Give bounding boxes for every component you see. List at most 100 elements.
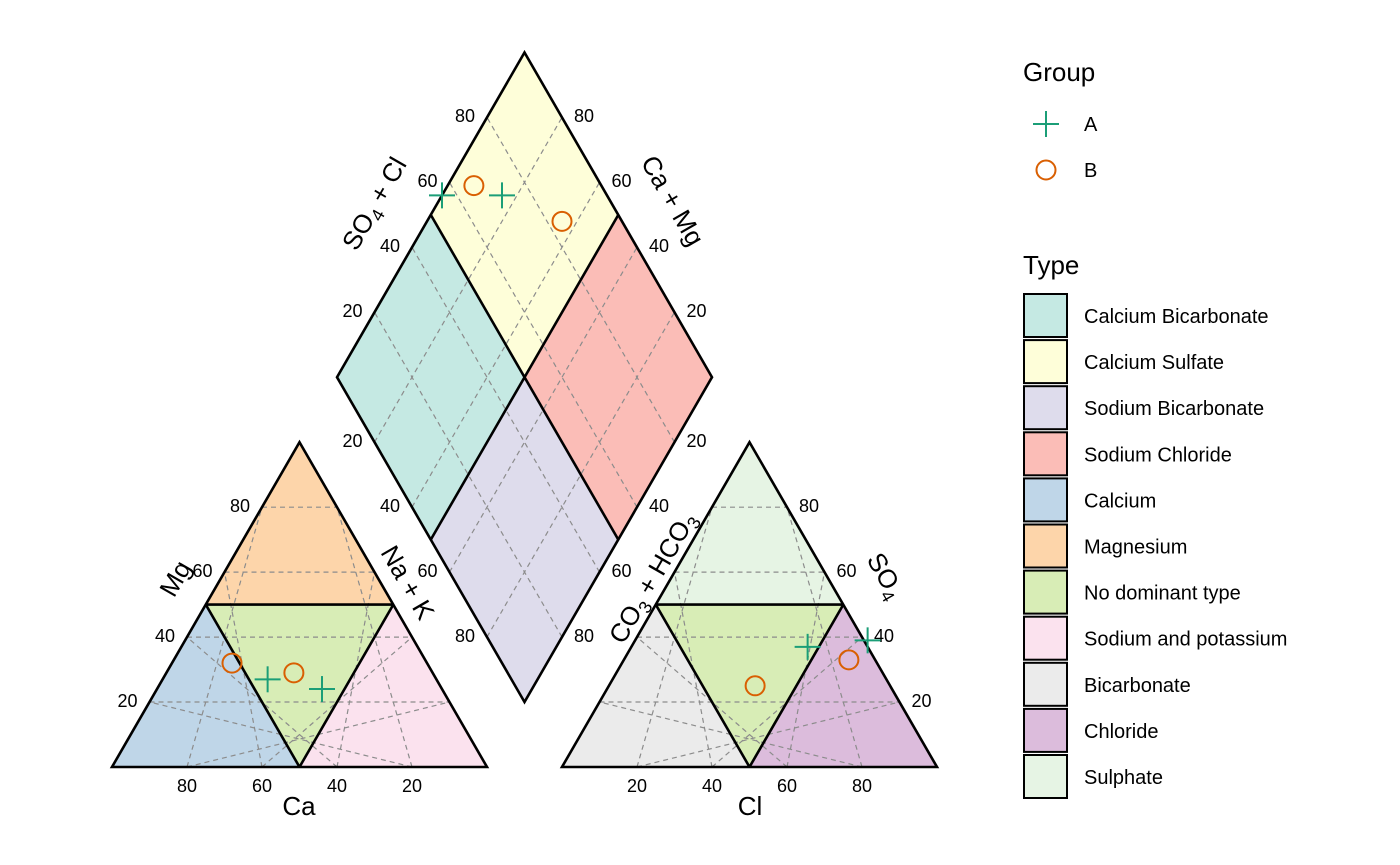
anion-divider-l bbox=[654, 603, 751, 768]
region-magnesium bbox=[205, 442, 394, 605]
tick-diamond-ll-20: 20 bbox=[342, 431, 362, 451]
tick-cl-60: 60 bbox=[777, 776, 797, 796]
legend-type-3: Sodium Chloride bbox=[1023, 431, 1232, 477]
tick-mg-20: 20 bbox=[117, 691, 137, 711]
legend-type-label: Sodium Chloride bbox=[1084, 444, 1232, 466]
tick-ca-20: 20 bbox=[402, 776, 422, 796]
tick-diamond-lr-60: 60 bbox=[611, 561, 631, 581]
point-cation-2 bbox=[221, 652, 243, 674]
cation-left-title: Mg bbox=[153, 555, 197, 601]
legend: Group AB Type Calcium BicarbonateCalcium… bbox=[1023, 57, 1287, 799]
tick-camg-80: 80 bbox=[574, 106, 594, 126]
tick-cl-20: 20 bbox=[627, 776, 647, 796]
legend-type-label: Magnesium bbox=[1084, 537, 1187, 559]
tick-mg-60: 60 bbox=[192, 561, 212, 581]
legend-type-label: Calcium Bicarbonate bbox=[1084, 306, 1269, 328]
cation-divider-l bbox=[204, 603, 301, 768]
tick-mg-40: 40 bbox=[155, 626, 175, 646]
legend-group-label: B bbox=[1084, 160, 1097, 182]
region-chloride bbox=[749, 604, 937, 767]
tick-diamond-lr-20: 20 bbox=[686, 431, 706, 451]
point-anion-3 bbox=[838, 649, 860, 671]
type-regions bbox=[112, 52, 937, 767]
legend-type-entries: Calcium Bicarbonate Calcium Sulfate Sodium… bbox=[1023, 293, 1287, 799]
point-anion-0 bbox=[794, 633, 821, 660]
region-sulphate bbox=[655, 442, 844, 605]
region-sodium-potassium bbox=[299, 604, 487, 767]
anion-divider-r bbox=[748, 603, 845, 768]
tick-so4-80: 80 bbox=[799, 496, 819, 516]
anion-bottom-title: Cl bbox=[738, 791, 763, 821]
legend-type-6: No dominant type bbox=[1023, 569, 1241, 615]
tick-ca-60: 60 bbox=[252, 776, 272, 796]
diamond-divider-b bbox=[429, 214, 620, 541]
tick-diamond-ll-80: 80 bbox=[455, 626, 475, 646]
legend-type-label: Sodium and potassium bbox=[1084, 629, 1287, 651]
legend-type-label: Calcium Sulfate bbox=[1084, 352, 1224, 374]
legend-group-label: A bbox=[1084, 114, 1098, 136]
tick-diamond-lr-40: 40 bbox=[649, 496, 669, 516]
tick-diamond-ll-60: 60 bbox=[417, 561, 437, 581]
tick-diamond-ll-40: 40 bbox=[380, 496, 400, 516]
tick-camg-60: 60 bbox=[611, 171, 631, 191]
legend-type-label: Chloride bbox=[1084, 721, 1158, 743]
tick-so4cl-80: 80 bbox=[455, 106, 475, 126]
point-diamond-3 bbox=[463, 175, 485, 197]
tick-cl-40: 40 bbox=[702, 776, 722, 796]
legend-group-entries: AB bbox=[1033, 111, 1098, 182]
legend-type-1: Calcium Sulfate bbox=[1023, 339, 1224, 385]
point-cation-1 bbox=[309, 676, 335, 703]
legend-type-5: Magnesium bbox=[1023, 523, 1187, 569]
legend-group-b: B bbox=[1035, 159, 1097, 182]
tick-so4-20: 20 bbox=[911, 691, 931, 711]
tick-diamond-lr-80: 80 bbox=[574, 626, 594, 646]
tick-so4-60: 60 bbox=[836, 561, 856, 581]
tick-mg-80: 80 bbox=[230, 496, 250, 516]
tick-so4cl-40: 40 bbox=[380, 236, 400, 256]
tick-so4-40: 40 bbox=[874, 626, 894, 646]
sample-points bbox=[221, 175, 881, 703]
point-diamond-1 bbox=[429, 182, 455, 209]
diamond bbox=[335, 49, 714, 705]
legend-type-label: Calcium bbox=[1084, 490, 1156, 512]
legend-type-label: No dominant type bbox=[1084, 583, 1241, 605]
legend-group-a: A bbox=[1033, 111, 1098, 137]
region-bicarbonate bbox=[562, 604, 750, 767]
point-cation-3 bbox=[283, 662, 305, 684]
point-cation-0 bbox=[254, 666, 281, 693]
legend-type-label: Sulphate bbox=[1084, 767, 1163, 789]
diamond-right-title: Ca + Mg bbox=[635, 150, 710, 251]
cation-bottom-title: Ca bbox=[282, 791, 316, 821]
cation-divider-r bbox=[298, 603, 395, 768]
tick-cl-80: 80 bbox=[852, 776, 872, 796]
legend-type-7: Sodium and potassium bbox=[1023, 615, 1287, 661]
diamond-left-title: SO4 + Cl bbox=[336, 152, 416, 257]
legend-type-0: Calcium Bicarbonate bbox=[1023, 293, 1269, 338]
legend-type-9: Chloride bbox=[1023, 707, 1158, 753]
tick-so4cl-20: 20 bbox=[342, 301, 362, 321]
legend-type-label: Bicarbonate bbox=[1084, 675, 1191, 697]
outlines bbox=[109, 49, 940, 769]
legend-type-label: Sodium Bicarbonate bbox=[1084, 398, 1264, 420]
tick-camg-40: 40 bbox=[649, 236, 669, 256]
legend-type-2: Sodium Bicarbonate bbox=[1023, 385, 1264, 431]
point-diamond-2 bbox=[551, 210, 573, 232]
legend-group-title: Group bbox=[1023, 57, 1095, 87]
tick-ca-40: 40 bbox=[327, 776, 347, 796]
region-calcium bbox=[112, 604, 300, 767]
legend-type-4: Calcium bbox=[1023, 477, 1156, 523]
tick-ca-80: 80 bbox=[177, 776, 197, 796]
point-anion-1 bbox=[854, 627, 881, 654]
region-no-dominant-cation bbox=[205, 604, 394, 767]
point-anion-2 bbox=[744, 675, 766, 697]
tick-labels: 80 60 40 20 20 40 60 80 20 40 60 80 20 40 60 80 20 40 60 80… bbox=[117, 106, 931, 796]
region-no-dominant-anion bbox=[655, 604, 844, 767]
point-diamond-0 bbox=[489, 182, 515, 209]
legend-type-8: Bicarbonate bbox=[1023, 661, 1191, 707]
anion-right-title: SO4 bbox=[857, 547, 910, 605]
tick-camg-20: 20 bbox=[686, 301, 706, 321]
legend-type-10: Sulphate bbox=[1023, 754, 1163, 799]
tick-so4cl-60: 60 bbox=[417, 171, 437, 191]
legend-type-title: Type bbox=[1023, 250, 1079, 280]
